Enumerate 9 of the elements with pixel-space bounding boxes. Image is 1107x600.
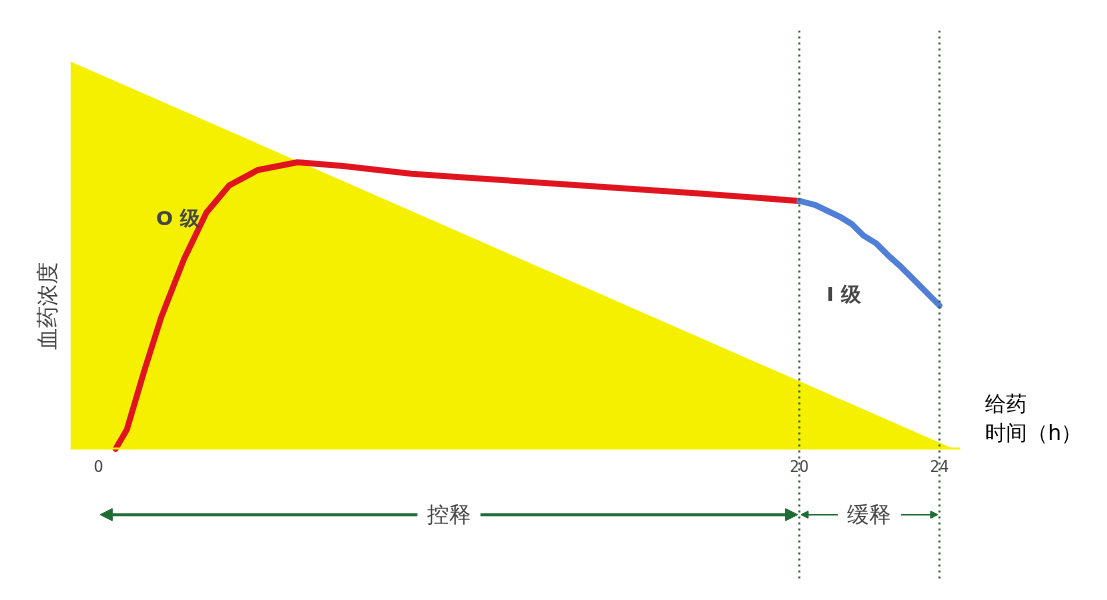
x-tick-label: 20 — [789, 457, 809, 476]
x-axis-title: 给药时间（h） — [985, 391, 1083, 448]
x-tick-label: 24 — [929, 457, 950, 476]
text: 缓释 — [847, 502, 892, 528]
annotation: O 级 — [155, 205, 201, 230]
x-tick-label: 0 — [93, 457, 104, 476]
text: 控释 — [426, 502, 471, 528]
annotation: I 级 — [826, 281, 862, 306]
y-axis-title: 血药浓度 — [34, 261, 60, 350]
